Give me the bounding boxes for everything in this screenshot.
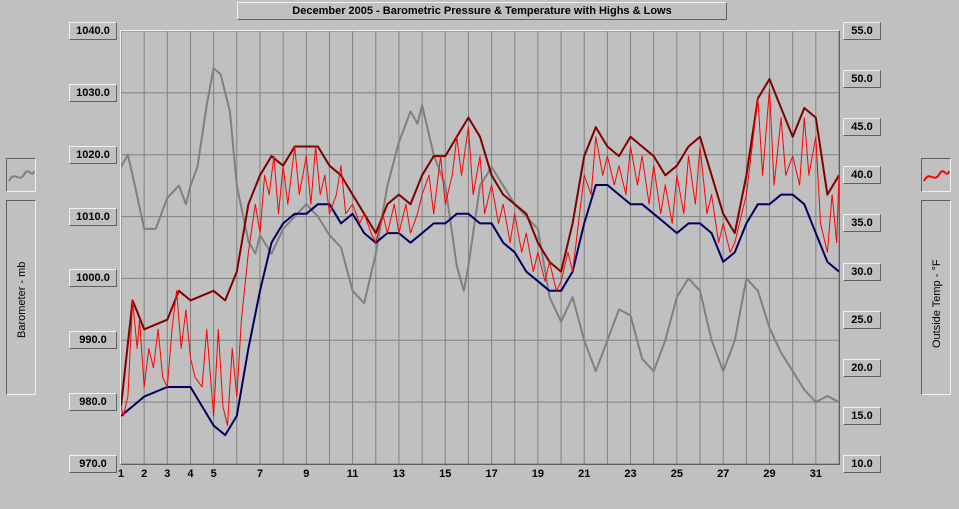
y-tick-left: 990.0 xyxy=(69,331,117,349)
axis-left-label: Barometer - mb xyxy=(16,252,28,338)
x-tick: 31 xyxy=(806,468,826,480)
y-tick-right: 25.0 xyxy=(843,311,881,329)
y-tick-left: 1020.0 xyxy=(69,146,117,164)
x-tick: 17 xyxy=(482,468,502,480)
x-tick: 11 xyxy=(343,468,363,480)
y-tick-left: 1030.0 xyxy=(69,84,117,102)
y-tick-right: 20.0 xyxy=(843,359,881,377)
chart-canvas: { "title": "December 2005 - Barometric P… xyxy=(0,0,959,509)
plot-area xyxy=(120,30,840,465)
y-tick-left: 970.0 xyxy=(69,455,117,473)
x-tick: 13 xyxy=(389,468,409,480)
x-tick: 23 xyxy=(621,468,641,480)
x-tick: 25 xyxy=(667,468,687,480)
x-tick: 29 xyxy=(760,468,780,480)
legend-temp-icon xyxy=(921,158,951,192)
y-tick-right: 50.0 xyxy=(843,70,881,88)
x-tick: 27 xyxy=(713,468,733,480)
x-tick: 1 xyxy=(111,468,131,480)
axis-right-label: Outside Temp - °F xyxy=(931,242,943,348)
y-tick-left: 1010.0 xyxy=(69,208,117,226)
x-tick: 3 xyxy=(157,468,177,480)
y-tick-right: 40.0 xyxy=(843,166,881,184)
y-tick-left: 980.0 xyxy=(69,393,117,411)
x-tick: 2 xyxy=(134,468,154,480)
y-tick-right: 45.0 xyxy=(843,118,881,136)
legend-barometer-icon xyxy=(6,158,36,192)
y-tick-right: 35.0 xyxy=(843,214,881,232)
y-tick-left: 1000.0 xyxy=(69,269,117,287)
x-tick: 4 xyxy=(180,468,200,480)
x-tick: 21 xyxy=(574,468,594,480)
x-tick: 9 xyxy=(296,468,316,480)
x-tick: 15 xyxy=(435,468,455,480)
axis-left-label-box: Barometer - mb xyxy=(6,200,36,395)
x-tick: 5 xyxy=(204,468,224,480)
x-tick: 19 xyxy=(528,468,548,480)
chart-title: December 2005 - Barometric Pressure & Te… xyxy=(237,2,727,20)
y-tick-right: 15.0 xyxy=(843,407,881,425)
y-tick-left: 1040.0 xyxy=(69,22,117,40)
y-tick-right: 10.0 xyxy=(843,455,881,473)
y-tick-right: 55.0 xyxy=(843,22,881,40)
axis-right-label-box: Outside Temp - °F xyxy=(921,200,951,395)
y-tick-right: 30.0 xyxy=(843,263,881,281)
x-tick: 7 xyxy=(250,468,270,480)
